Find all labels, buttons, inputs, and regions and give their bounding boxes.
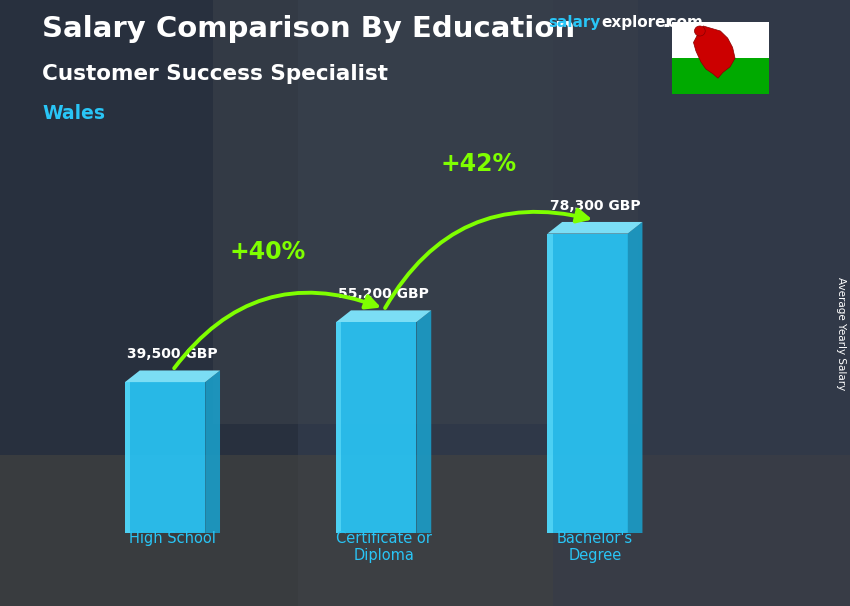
- Polygon shape: [337, 322, 416, 533]
- Polygon shape: [125, 382, 130, 533]
- Bar: [212, 0, 638, 424]
- Text: 78,300 GBP: 78,300 GBP: [550, 199, 640, 213]
- Text: Certificate or
Diploma: Certificate or Diploma: [336, 531, 432, 563]
- Text: .com: .com: [662, 15, 703, 30]
- Text: +40%: +40%: [230, 240, 306, 264]
- Polygon shape: [547, 222, 643, 233]
- Polygon shape: [337, 310, 431, 322]
- Polygon shape: [205, 370, 220, 533]
- Polygon shape: [694, 26, 735, 78]
- Polygon shape: [125, 370, 220, 382]
- Bar: [672, 58, 769, 94]
- Polygon shape: [627, 222, 643, 533]
- Text: High School: High School: [129, 531, 216, 546]
- Text: Wales: Wales: [42, 104, 105, 123]
- Text: 39,500 GBP: 39,500 GBP: [128, 347, 218, 361]
- Polygon shape: [337, 322, 342, 533]
- Polygon shape: [547, 233, 627, 533]
- Text: 55,200 GBP: 55,200 GBP: [338, 287, 429, 301]
- Ellipse shape: [694, 26, 705, 36]
- Polygon shape: [547, 233, 552, 533]
- Text: Salary Comparison By Education: Salary Comparison By Education: [42, 15, 575, 43]
- Text: Bachelor's
Degree: Bachelor's Degree: [557, 531, 633, 563]
- Bar: [0, 454, 850, 606]
- Polygon shape: [416, 310, 431, 533]
- Text: salary: salary: [548, 15, 601, 30]
- Text: +42%: +42%: [440, 152, 517, 176]
- Text: Average Yearly Salary: Average Yearly Salary: [836, 277, 846, 390]
- Polygon shape: [125, 382, 205, 533]
- Text: Customer Success Specialist: Customer Success Specialist: [42, 64, 388, 84]
- Bar: [552, 0, 850, 606]
- Bar: [672, 22, 769, 58]
- Text: explorer: explorer: [601, 15, 673, 30]
- Bar: [0, 0, 298, 606]
